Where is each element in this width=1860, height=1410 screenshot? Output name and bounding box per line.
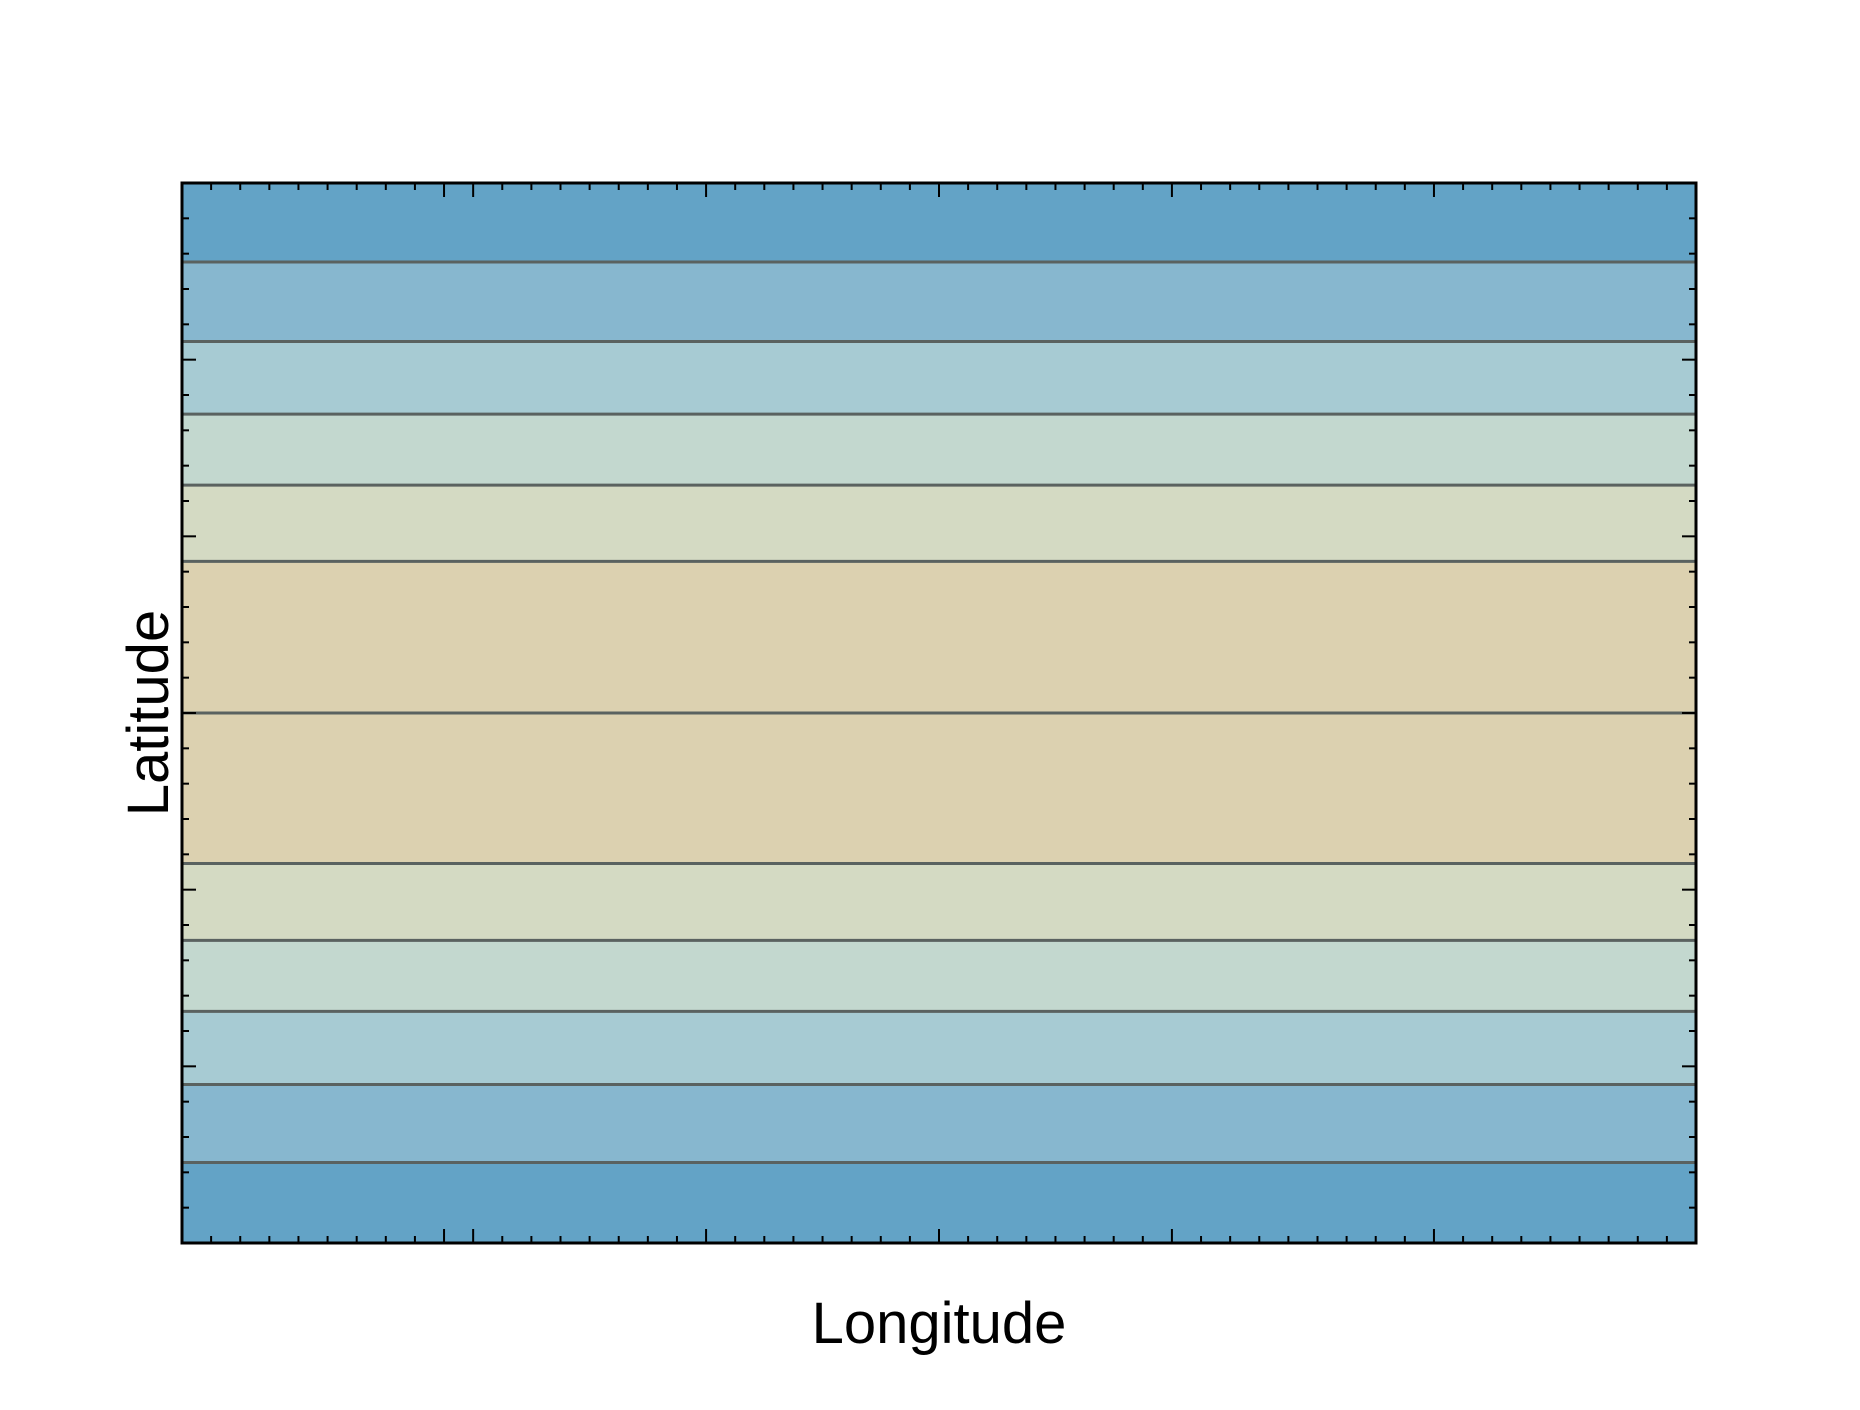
y-axis-label: Latitude xyxy=(116,610,181,816)
contour-band-7 xyxy=(182,485,1696,562)
contour-band-9 xyxy=(182,341,1696,415)
contour-band-1 xyxy=(182,1084,1696,1163)
contour-band-10 xyxy=(182,261,1696,342)
contour-band-6 xyxy=(182,561,1696,713)
contour-band-2 xyxy=(182,1011,1696,1085)
contour-lines xyxy=(182,260,1696,1164)
x-axis-label: Longitude xyxy=(812,1291,1067,1356)
contour-band-3 xyxy=(182,940,1696,1012)
contour-band-4 xyxy=(182,863,1696,941)
contour-band-8 xyxy=(182,414,1696,486)
contour-band-5 xyxy=(182,713,1696,864)
contour-bands xyxy=(182,183,1696,1243)
plot-frame xyxy=(180,181,1698,1245)
